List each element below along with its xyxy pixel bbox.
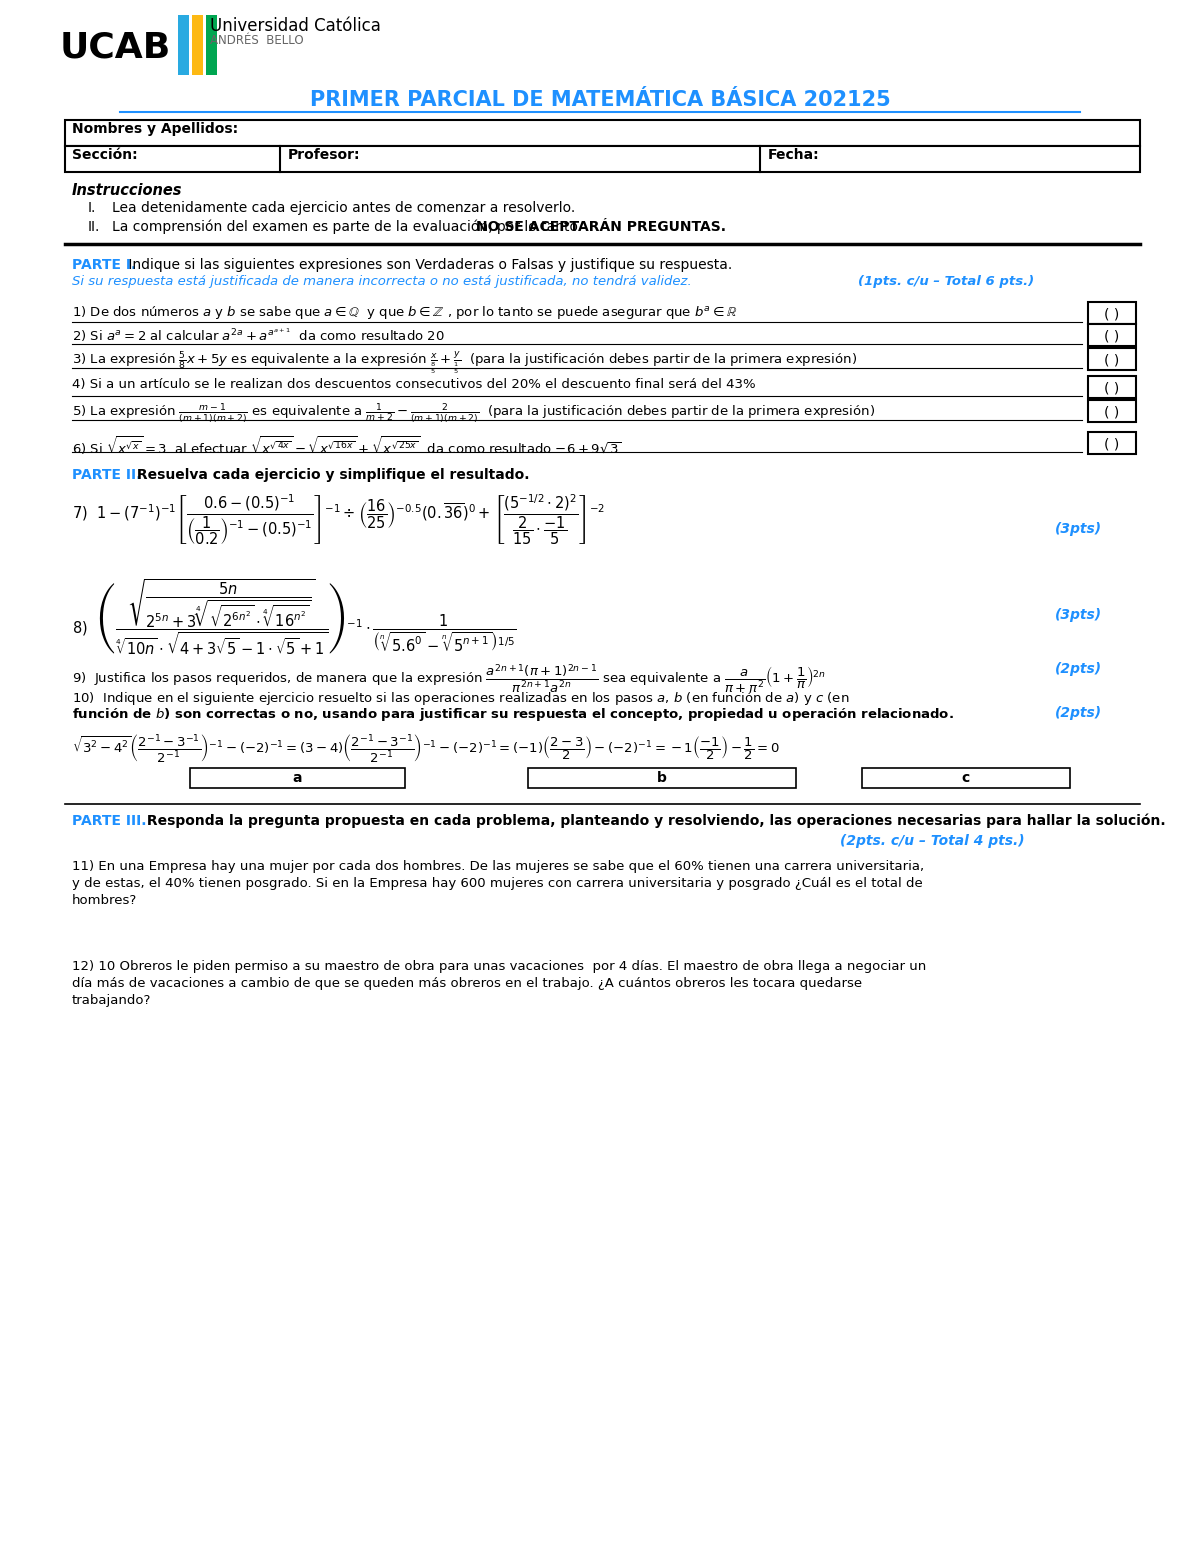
Text: I.: I.: [88, 200, 96, 214]
Bar: [1088, 301, 1136, 325]
Text: Fecha:: Fecha:: [768, 148, 820, 162]
Text: b: b: [658, 770, 667, 784]
Bar: [862, 769, 1070, 787]
Text: UCAB: UCAB: [60, 30, 172, 64]
Text: 8)  $\left(\dfrac{\sqrt{\dfrac{5n}{2^{5n}+3\sqrt[4]{\sqrt{2^{6n^2}}\cdot\sqrt[4]: 8) $\left(\dfrac{\sqrt{\dfrac{5n}{2^{5n}…: [72, 578, 516, 657]
Text: Nombres y Apellidos:: Nombres y Apellidos:: [72, 123, 238, 137]
Text: (1pts. c/u – Total 6 pts.): (1pts. c/u – Total 6 pts.): [858, 275, 1034, 287]
Text: Si su respuesta está justificada de manera incorrecta o no está justificada, no : Si su respuesta está justificada de mane…: [72, 275, 691, 287]
Text: ( ): ( ): [1104, 405, 1120, 419]
Text: ( ): ( ): [1104, 307, 1120, 321]
Text: NO SE ACEPTARÁN PREGUNTAS.: NO SE ACEPTARÁN PREGUNTAS.: [476, 221, 726, 235]
Text: 9)  Justifica los pasos requeridos, de manera que la expresión $\dfrac{a^{2n+1}(: 9) Justifica los pasos requeridos, de ma…: [72, 662, 826, 694]
Bar: [65, 146, 1140, 172]
Bar: [178, 16, 190, 75]
Bar: [1088, 325, 1136, 346]
Bar: [206, 16, 217, 75]
Text: (3pts): (3pts): [1055, 609, 1102, 623]
Text: 7)  $1 - (7^{-1})^{-1} \left[\dfrac{0.6-(0.5)^{-1}}{\left(\dfrac{1}{0.2}\right)^: 7) $1 - (7^{-1})^{-1} \left[\dfrac{0.6-(…: [72, 492, 605, 547]
Bar: [1088, 401, 1136, 422]
Text: ( ): ( ): [1104, 436, 1120, 450]
Text: $\sqrt{3^2-4^2}\left(\dfrac{2^{-1}-3^{-1}}{2^{-1}}\right)^{-1}-(-2)^{-1} = (3-4): $\sqrt{3^2-4^2}\left(\dfrac{2^{-1}-3^{-1…: [72, 731, 780, 764]
Text: PARTE I.: PARTE I.: [72, 258, 137, 272]
Text: Instrucciones: Instrucciones: [72, 183, 182, 197]
Text: 10)  Indique en el siguiente ejercicio resuelto si las operaciones realizadas en: 10) Indique en el siguiente ejercicio re…: [72, 690, 850, 707]
Text: y de estas, el 40% tienen posgrado. Si en la Empresa hay 600 mujeres con carrera: y de estas, el 40% tienen posgrado. Si e…: [72, 877, 923, 890]
Text: Responda la pregunta propuesta en cada problema, planteando y resolviendo, las o: Responda la pregunta propuesta en cada p…: [142, 814, 1165, 828]
Text: Sección:: Sección:: [72, 148, 138, 162]
Text: Universidad Católica: Universidad Católica: [210, 17, 380, 36]
Bar: [528, 769, 796, 787]
Text: Indique si las siguientes expresiones son Verdaderas o Falsas y justifique su re: Indique si las siguientes expresiones so…: [124, 258, 737, 272]
Text: Lea detenidamente cada ejercicio antes de comenzar a resolverlo.: Lea detenidamente cada ejercicio antes d…: [112, 200, 575, 214]
Text: PARTE III.: PARTE III.: [72, 814, 146, 828]
Bar: [192, 16, 203, 75]
Text: ( ): ( ): [1104, 353, 1120, 367]
Text: función de $b$) son correctas o no, usando para justificar su respuesta el conce: función de $b$) son correctas o no, usan…: [72, 707, 954, 724]
Text: 5) La expresión $\frac{m-1}{(m+1)(m+2)}$ es equivalente a $\frac{1}{m+2} - \frac: 5) La expresión $\frac{m-1}{(m+1)(m+2)}$…: [72, 402, 875, 426]
Text: (2pts. c/u – Total 4 pts.): (2pts. c/u – Total 4 pts.): [840, 834, 1025, 848]
Bar: [1088, 376, 1136, 398]
Text: c: c: [962, 770, 970, 784]
Text: 1) De dos números $a$ y $b$ se sabe que $a \in \mathbb{Q}$  y que $b \in \mathbb: 1) De dos números $a$ y $b$ se sabe que …: [72, 304, 738, 321]
Bar: [65, 120, 1140, 146]
Text: Profesor:: Profesor:: [288, 148, 360, 162]
Text: 3) La expresión $\frac{5}{8}x + 5y$ es equivalente a la expresión $\frac{x}{\fra: 3) La expresión $\frac{5}{8}x + 5y$ es e…: [72, 349, 857, 377]
Text: ANDRÉS  BELLO: ANDRÉS BELLO: [210, 34, 304, 47]
Text: (2pts): (2pts): [1055, 662, 1102, 676]
Text: PRIMER PARCIAL DE MATEMÁTICA BÁSICA 202125: PRIMER PARCIAL DE MATEMÁTICA BÁSICA 2021…: [310, 90, 890, 110]
Text: Resuelva cada ejercicio y simplifique el resultado.: Resuelva cada ejercicio y simplifique el…: [132, 467, 529, 481]
Bar: [1088, 348, 1136, 370]
Text: trabajando?: trabajando?: [72, 994, 151, 1006]
Text: ( ): ( ): [1104, 329, 1120, 343]
Text: ( ): ( ): [1104, 380, 1120, 394]
Bar: [190, 769, 406, 787]
Text: 2) Si $a^a = 2$ al calcular $a^{2a} + a^{a^{a+1}}$  da como resultado 20: 2) Si $a^a = 2$ al calcular $a^{2a} + a^…: [72, 326, 445, 343]
Text: 6) Si $\sqrt{x^{\sqrt{x}}} = 3$  al efectuar $\sqrt{x^{\sqrt{4x}}} - \sqrt{x^{\s: 6) Si $\sqrt{x^{\sqrt{x}}} = 3$ al efect…: [72, 433, 622, 457]
Text: hombres?: hombres?: [72, 895, 137, 907]
Text: 12) 10 Obreros le piden permiso a su maestro de obra para unas vacaciones  por 4: 12) 10 Obreros le piden permiso a su mae…: [72, 960, 926, 974]
Text: 11) En una Empresa hay una mujer por cada dos hombres. De las mujeres se sabe qu: 11) En una Empresa hay una mujer por cad…: [72, 860, 924, 873]
Text: 4) Si a un artículo se le realizan dos descuentos consecutivos del 20% el descue: 4) Si a un artículo se le realizan dos d…: [72, 377, 756, 391]
Bar: [1088, 432, 1136, 453]
Text: a: a: [293, 770, 301, 784]
Text: PARTE II.: PARTE II.: [72, 467, 142, 481]
Text: La comprensión del examen es parte de la evaluación, por lo tanto: La comprensión del examen es parte de la…: [112, 221, 582, 235]
Text: (2pts): (2pts): [1055, 707, 1102, 721]
Text: (3pts): (3pts): [1055, 522, 1102, 536]
Text: II.: II.: [88, 221, 101, 235]
Text: día más de vacaciones a cambio de que se queden más obreros en el trabajo. ¿A cu: día más de vacaciones a cambio de que se…: [72, 977, 862, 989]
